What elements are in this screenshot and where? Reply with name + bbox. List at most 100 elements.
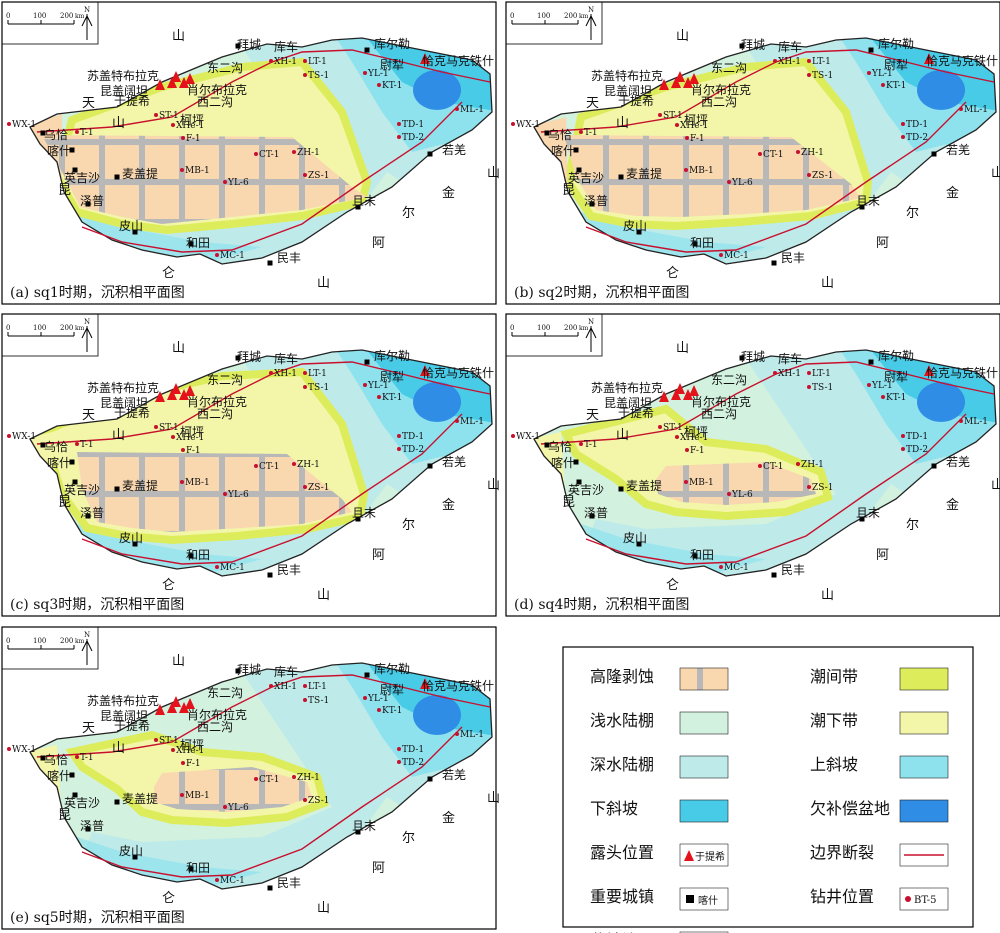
scale-tick-label: 100 [537,324,550,332]
well-label: MB-1 [185,791,210,801]
mountain-label: 尔 [402,518,415,533]
mountain-label: 昆 [58,808,71,823]
well-marker [181,761,185,765]
north-arrow-icon: N [81,318,93,352]
city-label: 尉犁 [380,682,404,697]
well-marker [727,180,731,184]
well-marker [684,168,688,172]
well-label: TS-1 [308,383,329,393]
city-marker [267,260,273,266]
scale-tick-label: 200 [564,324,577,332]
well-label: YL-6 [731,178,753,188]
outcrop-marker [683,389,693,400]
well-marker [215,878,219,882]
scale-tick-label: 100 [33,12,46,20]
well-label: ST-1 [159,736,179,746]
city-label: 库车 [274,351,298,366]
mountain-label: 金 [442,810,455,826]
well-marker [959,419,963,423]
mountain-label: 山 [172,341,185,356]
scale-bar: 0 100 200 km [6,324,85,337]
well-marker [901,135,905,139]
city-label: 若羌 [946,143,970,157]
mountain-label: 山 [112,428,125,443]
well-label: MC-1 [220,251,245,261]
mountain-label: 阿 [876,548,889,563]
mountain-label: 山 [112,741,125,756]
city-label: 喀什 [47,456,71,470]
well-label: ST-1 [159,111,179,121]
well-marker [901,434,905,438]
scale-tick-label: 200 [564,12,577,20]
scale-tick-label: 0 [510,12,514,20]
city-label: 泽普 [584,506,608,520]
well-marker [303,73,307,77]
well-label: KT-1 [382,81,402,91]
city-marker [859,204,865,210]
well-marker [959,107,963,111]
well-marker [675,435,679,439]
legend-item-fill: 下斜坡 [590,799,729,823]
well-label: TS-1 [308,71,329,81]
outcrop-marker [924,53,934,64]
well-label: XHe-1 [176,433,204,443]
mountain-label: 尔 [906,518,919,533]
well-label: T-1 [80,440,94,450]
well-marker [303,798,307,802]
city-label: 喀什 [47,769,71,783]
well-label: ML-1 [964,417,988,427]
city-label: 恰克马克铁什 [422,365,494,380]
well-label: TD-2 [402,445,424,455]
well-label: YL-6 [227,490,249,500]
city-marker [868,47,874,53]
mountain-label: 山 [112,116,125,131]
mountain-label: 山 [616,116,629,131]
well-label: TD-2 [906,445,928,455]
city-marker [132,541,138,547]
well-marker [658,113,662,117]
legend-item-well: 钻井位置 BT-5 [810,887,949,911]
mountain-label: 昆 [562,495,575,510]
well-label: TD-2 [402,133,424,143]
city-label: 库车 [778,351,802,366]
mountain-label: 山 [616,428,629,443]
well-marker [675,123,679,127]
city-label: 肖尔布拉克 [187,707,247,722]
well-label: ZS-1 [812,483,834,493]
mountain-label: 山 [172,654,185,669]
city-marker [618,174,624,180]
underfilled-basin-zone [413,695,461,735]
scale-unit-label: km [75,638,85,645]
city-marker [427,776,433,782]
scale-tick-label: 200 [60,637,73,645]
outcrop-marker [924,365,934,376]
city-marker [618,486,624,492]
outcrop-marker [179,389,189,400]
well-label: F-1 [690,446,705,456]
outcrop-marker [185,698,195,709]
scale-bar: 0 100 200 km [6,12,85,25]
city-marker [114,174,120,180]
well-label: TD-2 [402,758,424,768]
well-marker [758,152,762,156]
well-label: CT-1 [259,462,280,472]
mountain-label: 昆 [562,183,575,198]
well-label: ZS-1 [308,483,330,493]
legend-label: 重要城镇 [590,887,654,906]
well-marker [254,777,258,781]
city-marker [132,854,138,860]
scale-tick-label: 100 [33,324,46,332]
mountain-label: 山 [821,588,834,603]
legend-item-fill: 欠补偿盆地 [810,799,949,823]
well-marker [807,371,811,375]
mountain-label: 尔 [906,206,919,221]
city-label: 东二沟 [207,61,243,75]
city-marker [589,513,595,519]
well-label: MC-1 [220,876,245,886]
well-label: ZH-1 [297,773,320,783]
outcrop-marker [167,702,177,713]
city-label: 于提希 [114,718,150,733]
well-marker [181,448,185,452]
mountain-label: 山 [821,276,834,291]
